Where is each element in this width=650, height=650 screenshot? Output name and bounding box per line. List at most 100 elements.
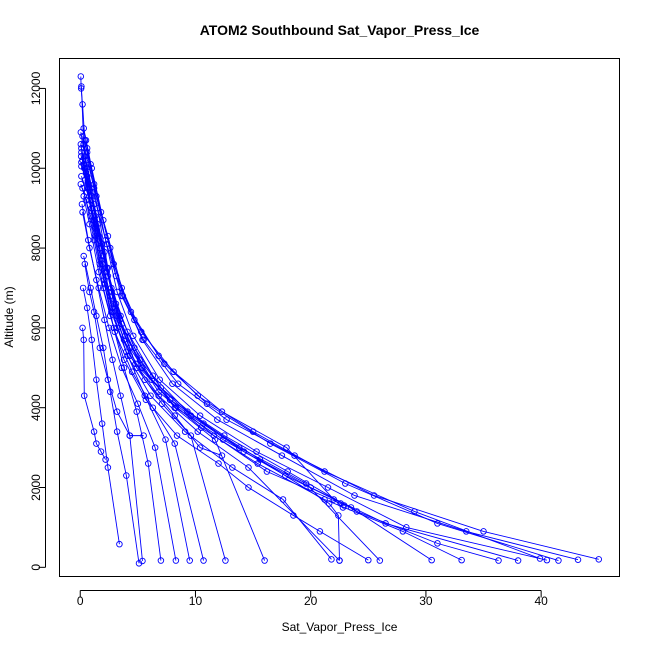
data-point: [90, 308, 98, 316]
data-point: [147, 392, 154, 399]
series-line: [84, 156, 599, 560]
data-point: [80, 252, 87, 260]
data-point: [118, 364, 125, 372]
data-point: [172, 557, 180, 564]
data-point: [104, 464, 112, 471]
series-14: [80, 252, 143, 567]
data-point: [126, 432, 134, 439]
data-point: [291, 452, 298, 459]
series-line: [84, 180, 345, 506]
data-point: [253, 448, 260, 455]
data-point: [365, 556, 372, 564]
data-point: [325, 500, 333, 507]
data-point: [376, 557, 384, 564]
data-point: [104, 232, 112, 240]
data-point: [77, 73, 85, 80]
data-point: [157, 384, 165, 391]
y-tick-label: 8000: [29, 234, 43, 261]
data-point: [200, 420, 207, 427]
data-point: [536, 555, 544, 562]
series-line: [82, 160, 223, 457]
data-point: [157, 557, 165, 564]
data-point: [370, 492, 378, 499]
data-point: [83, 304, 91, 312]
data-point: [135, 560, 143, 567]
data-point: [80, 125, 87, 132]
data-point: [210, 432, 218, 439]
data-point: [595, 556, 603, 563]
data-point: [382, 520, 389, 527]
data-point: [263, 468, 271, 475]
data-point: [79, 184, 86, 192]
data-point: [78, 200, 86, 208]
data-point: [117, 312, 124, 320]
series-line: [82, 188, 332, 560]
data-point: [495, 557, 502, 564]
data-point: [89, 188, 97, 196]
data-point: [118, 292, 125, 300]
data-point: [245, 464, 252, 471]
data-point: [480, 528, 487, 535]
data-point: [134, 400, 142, 407]
data-point: [340, 502, 348, 509]
series-line: [82, 136, 541, 559]
data-point: [151, 444, 159, 451]
series-line: [80, 166, 266, 561]
x-axis-label: Sat_Vapor_Press_Ice: [282, 620, 398, 634]
data-point: [514, 557, 522, 564]
data-point: [196, 412, 204, 419]
data-point: [81, 392, 88, 399]
data-point: [351, 492, 358, 499]
data-point: [124, 328, 131, 336]
y-axis-label: Altitude (m): [2, 286, 16, 347]
data-point: [218, 408, 226, 415]
data-point: [328, 556, 335, 563]
data-point: [113, 288, 121, 296]
data-point: [463, 528, 470, 535]
y-tick-label: 6000: [29, 314, 43, 341]
data-point: [132, 360, 139, 368]
series-line: [85, 140, 548, 561]
data-point: [245, 484, 252, 491]
data-point: [87, 284, 94, 292]
data-point: [81, 260, 89, 268]
data-point: [200, 557, 207, 564]
data-point: [90, 184, 98, 192]
data-point: [81, 176, 89, 184]
data-point: [261, 557, 268, 564]
data-point: [93, 276, 100, 284]
data-point: [79, 284, 87, 292]
data-point: [140, 336, 147, 344]
y-tick-label: 0: [29, 564, 43, 571]
data-point: [223, 416, 230, 423]
y-tick-label: 2000: [29, 474, 43, 501]
data-point: [123, 348, 130, 356]
data-point: [324, 484, 332, 491]
data-point: [555, 557, 562, 564]
data-point: [138, 328, 145, 336]
data-point: [110, 324, 117, 332]
data-point: [434, 540, 441, 547]
data-point: [120, 364, 128, 372]
series-27: [81, 176, 348, 509]
data-point: [335, 512, 342, 519]
y-tick-label: 4000: [29, 394, 43, 421]
series-line: [81, 204, 143, 561]
series-16: [79, 324, 109, 463]
data-point: [86, 196, 93, 204]
data-point: [101, 316, 108, 324]
data-point: [458, 556, 465, 564]
data-point: [93, 440, 100, 447]
data-point: [131, 344, 138, 352]
x-tick-label: 0: [77, 594, 84, 608]
data-point: [283, 444, 290, 451]
data-point: [196, 444, 204, 451]
data-point: [428, 556, 435, 564]
plot-series: [77, 73, 603, 567]
data-point: [162, 436, 169, 443]
series-18: [82, 137, 551, 564]
series-line: [82, 287, 120, 545]
series-line: [84, 263, 144, 437]
